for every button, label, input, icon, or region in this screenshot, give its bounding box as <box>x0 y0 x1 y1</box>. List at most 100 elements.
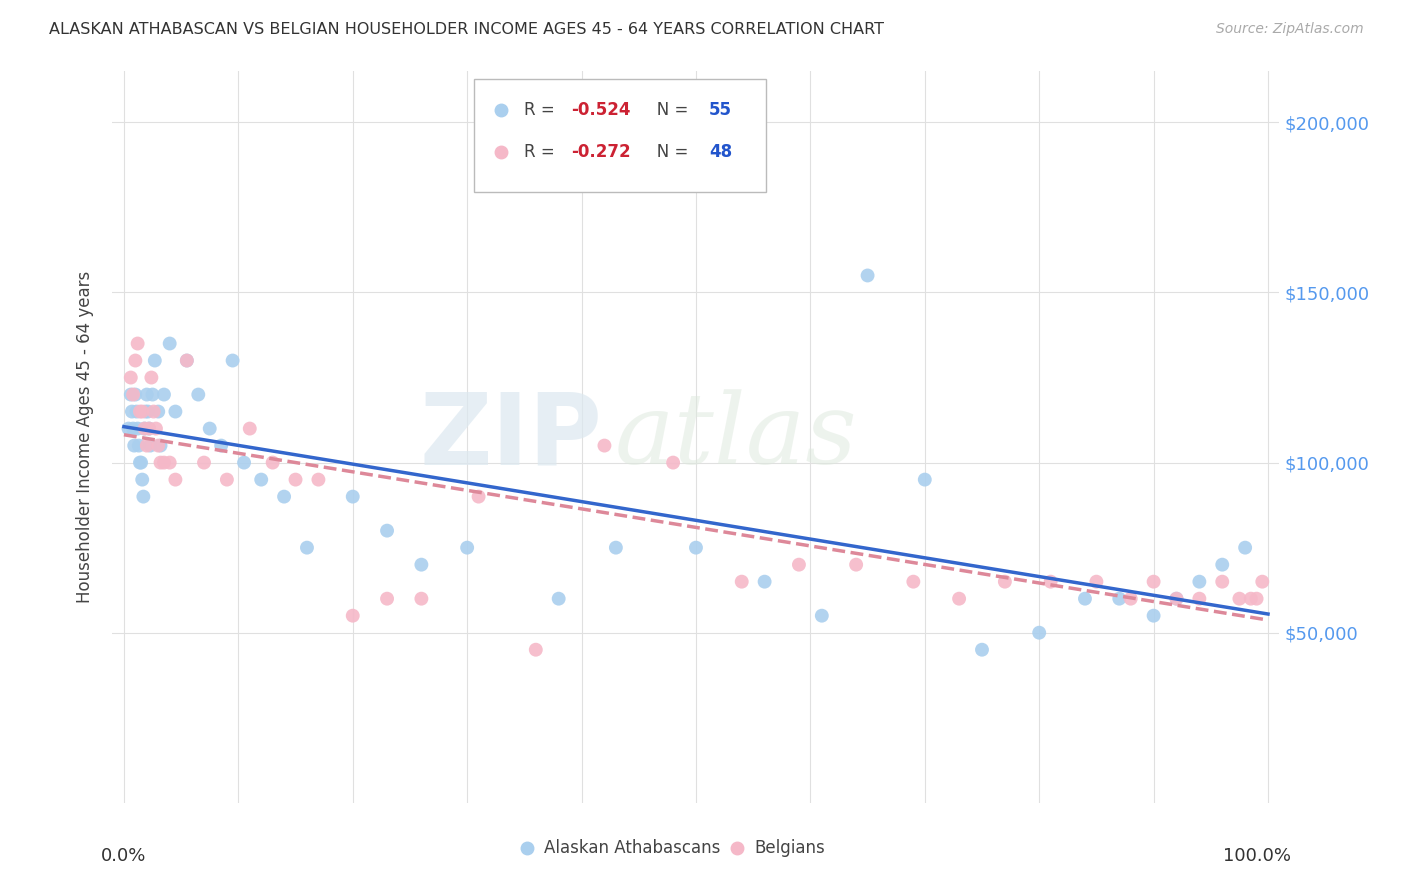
Point <box>134 421 156 435</box>
Point <box>149 456 172 470</box>
Point <box>141 370 163 384</box>
Point <box>1229 591 1251 606</box>
Text: N =: N = <box>641 143 693 161</box>
Text: R =: R = <box>524 143 561 161</box>
Y-axis label: Householder Income Ages 45 - 64 years: Householder Income Ages 45 - 64 years <box>76 271 94 603</box>
Point <box>128 439 150 453</box>
Point <box>1188 574 1211 589</box>
Point <box>122 439 145 453</box>
Point <box>124 387 146 401</box>
Point <box>131 404 153 418</box>
Text: 55: 55 <box>709 101 731 120</box>
Point <box>856 268 879 283</box>
Point <box>221 353 243 368</box>
Point <box>142 404 165 418</box>
Point <box>148 404 170 418</box>
Point <box>127 421 149 435</box>
Point <box>295 541 318 555</box>
Point <box>121 404 143 418</box>
Point <box>1166 591 1188 606</box>
Point <box>1085 574 1108 589</box>
Point <box>138 421 160 435</box>
Point <box>662 456 685 470</box>
Point <box>165 473 187 487</box>
Point <box>970 642 993 657</box>
Point <box>136 404 159 418</box>
Point <box>135 404 157 418</box>
Text: N =: N = <box>641 101 693 120</box>
Point <box>948 591 970 606</box>
Point <box>1142 574 1164 589</box>
Point <box>165 404 187 418</box>
Point <box>149 439 172 453</box>
Point <box>138 421 160 435</box>
Text: Alaskan Athabascans: Alaskan Athabascans <box>544 839 721 857</box>
Point <box>1251 574 1274 589</box>
Text: ZIP: ZIP <box>420 389 603 485</box>
Point <box>1240 591 1263 606</box>
Point <box>593 439 616 453</box>
Point <box>117 421 139 435</box>
Point <box>141 387 163 401</box>
Point <box>176 353 198 368</box>
Point <box>1108 591 1130 606</box>
Point <box>176 353 198 368</box>
Point <box>1188 591 1211 606</box>
Text: -0.524: -0.524 <box>571 101 631 120</box>
Point <box>143 353 166 368</box>
Point <box>342 490 364 504</box>
Point <box>411 591 433 606</box>
Text: atlas: atlas <box>614 390 858 484</box>
Point <box>131 473 153 487</box>
Point <box>145 421 167 435</box>
Point <box>524 642 547 657</box>
Point <box>307 473 329 487</box>
Point <box>903 574 925 589</box>
Point <box>233 456 256 470</box>
Point <box>731 574 754 589</box>
Point <box>239 421 262 435</box>
Point <box>1028 625 1050 640</box>
Point <box>129 404 152 418</box>
Point <box>187 387 209 401</box>
Point <box>209 439 232 453</box>
Point <box>1142 608 1164 623</box>
Text: 0.0%: 0.0% <box>101 847 146 864</box>
Point <box>153 387 176 401</box>
Point <box>1246 591 1268 606</box>
Point <box>1119 591 1142 606</box>
Point <box>467 490 489 504</box>
Point <box>1234 541 1257 555</box>
Point <box>1074 591 1097 606</box>
Point <box>120 370 142 384</box>
Point <box>120 387 142 401</box>
Point <box>273 490 295 504</box>
Point <box>132 490 155 504</box>
Point <box>605 541 627 555</box>
Text: R =: R = <box>524 101 561 120</box>
Point <box>1211 574 1233 589</box>
Point <box>1039 574 1062 589</box>
Point <box>148 439 170 453</box>
Text: 48: 48 <box>709 143 733 161</box>
Point <box>1211 558 1233 572</box>
Point <box>754 574 776 589</box>
Point <box>547 591 569 606</box>
Point <box>845 558 868 572</box>
Point <box>811 608 834 623</box>
Point <box>994 574 1017 589</box>
Point <box>134 421 156 435</box>
Point <box>342 608 364 623</box>
Text: 100.0%: 100.0% <box>1223 847 1291 864</box>
Point <box>375 591 398 606</box>
Text: Belgians: Belgians <box>755 839 825 857</box>
Point <box>135 387 157 401</box>
Point <box>139 439 162 453</box>
Point <box>198 421 221 435</box>
Point <box>250 473 273 487</box>
Text: -0.272: -0.272 <box>571 143 631 161</box>
Point <box>284 473 307 487</box>
Point <box>122 421 145 435</box>
Text: ALASKAN ATHABASCAN VS BELGIAN HOUSEHOLDER INCOME AGES 45 - 64 YEARS CORRELATION : ALASKAN ATHABASCAN VS BELGIAN HOUSEHOLDE… <box>49 22 884 37</box>
Point <box>411 558 433 572</box>
